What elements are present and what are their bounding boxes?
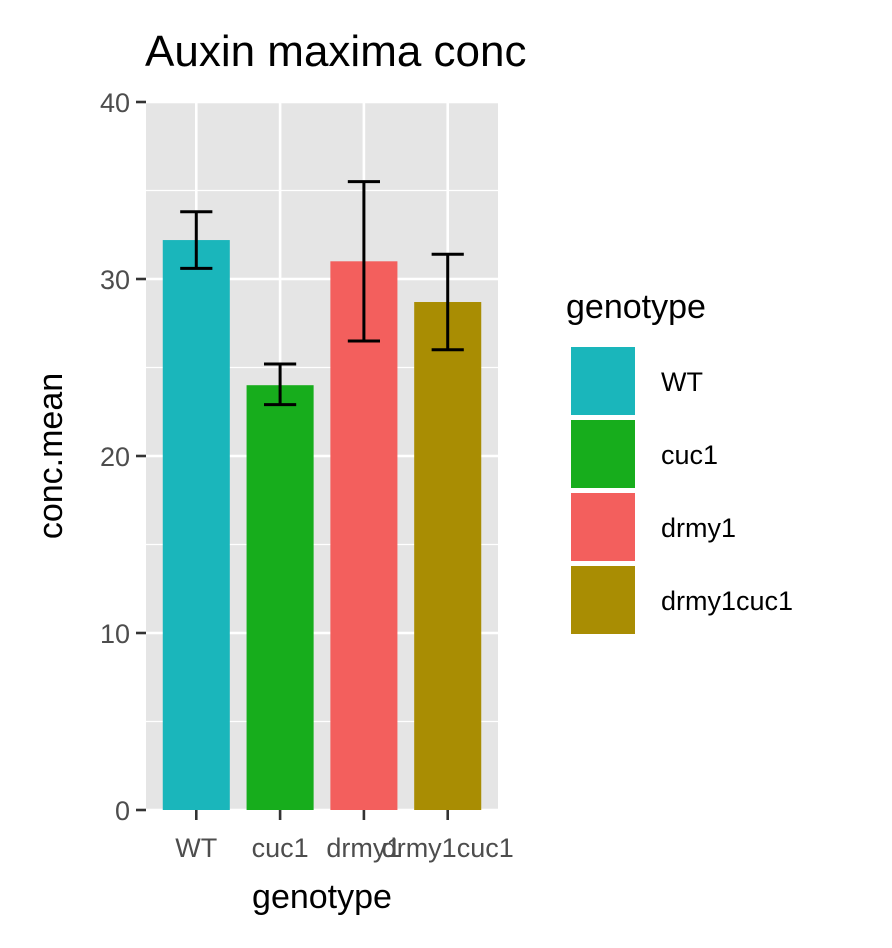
- x-tick-label: WT: [175, 833, 217, 863]
- y-axis: 0 10 20 30 40: [100, 88, 146, 826]
- legend-swatch: [569, 491, 637, 563]
- error-bar-drmy1: [347, 180, 380, 343]
- legend-item-drmy1cuc1: drmy1cuc1: [569, 564, 793, 636]
- legend: genotype WT cuc1 drmy1 drmy1cuc1: [566, 288, 793, 636]
- x-axis-title: genotype: [252, 878, 392, 916]
- bar-WT: [162, 240, 230, 810]
- legend-title: genotype: [566, 288, 706, 326]
- y-tick-label: 10: [100, 619, 130, 649]
- error-bar-cuc1: [264, 362, 297, 407]
- legend-swatch: [569, 564, 637, 636]
- legend-item-drmy1: drmy1: [569, 491, 736, 563]
- bar-drmy1: [330, 261, 398, 810]
- x-tick-label: drmy1: [326, 833, 401, 863]
- legend-label: drmy1cuc1: [661, 586, 793, 616]
- legend-item-cuc1: cuc1: [569, 418, 718, 490]
- error-bar-WT: [180, 210, 213, 270]
- x-tick-label: cuc1: [252, 833, 309, 863]
- legend-label: cuc1: [661, 440, 718, 470]
- legend-label: WT: [661, 367, 703, 397]
- legend-item-WT: WT: [569, 345, 703, 417]
- y-tick-label: 30: [100, 265, 130, 295]
- y-axis-title: conc.mean: [32, 373, 70, 539]
- y-tick-label: 20: [100, 442, 130, 472]
- bars: [162, 240, 482, 810]
- error-bars: [180, 180, 464, 407]
- bar-drmy1cuc1: [414, 302, 482, 810]
- legend-swatch: [569, 418, 637, 490]
- y-tick-label: 0: [115, 796, 130, 826]
- x-tick-label: drmy1cuc1: [382, 833, 514, 863]
- error-bar-drmy1cuc1: [431, 252, 464, 352]
- bar-cuc1: [246, 385, 314, 810]
- legend-label: drmy1: [661, 513, 736, 543]
- y-tick-label: 40: [100, 88, 130, 118]
- chart-title: Auxin maxima conc: [145, 27, 526, 76]
- legend-swatch: [569, 345, 637, 417]
